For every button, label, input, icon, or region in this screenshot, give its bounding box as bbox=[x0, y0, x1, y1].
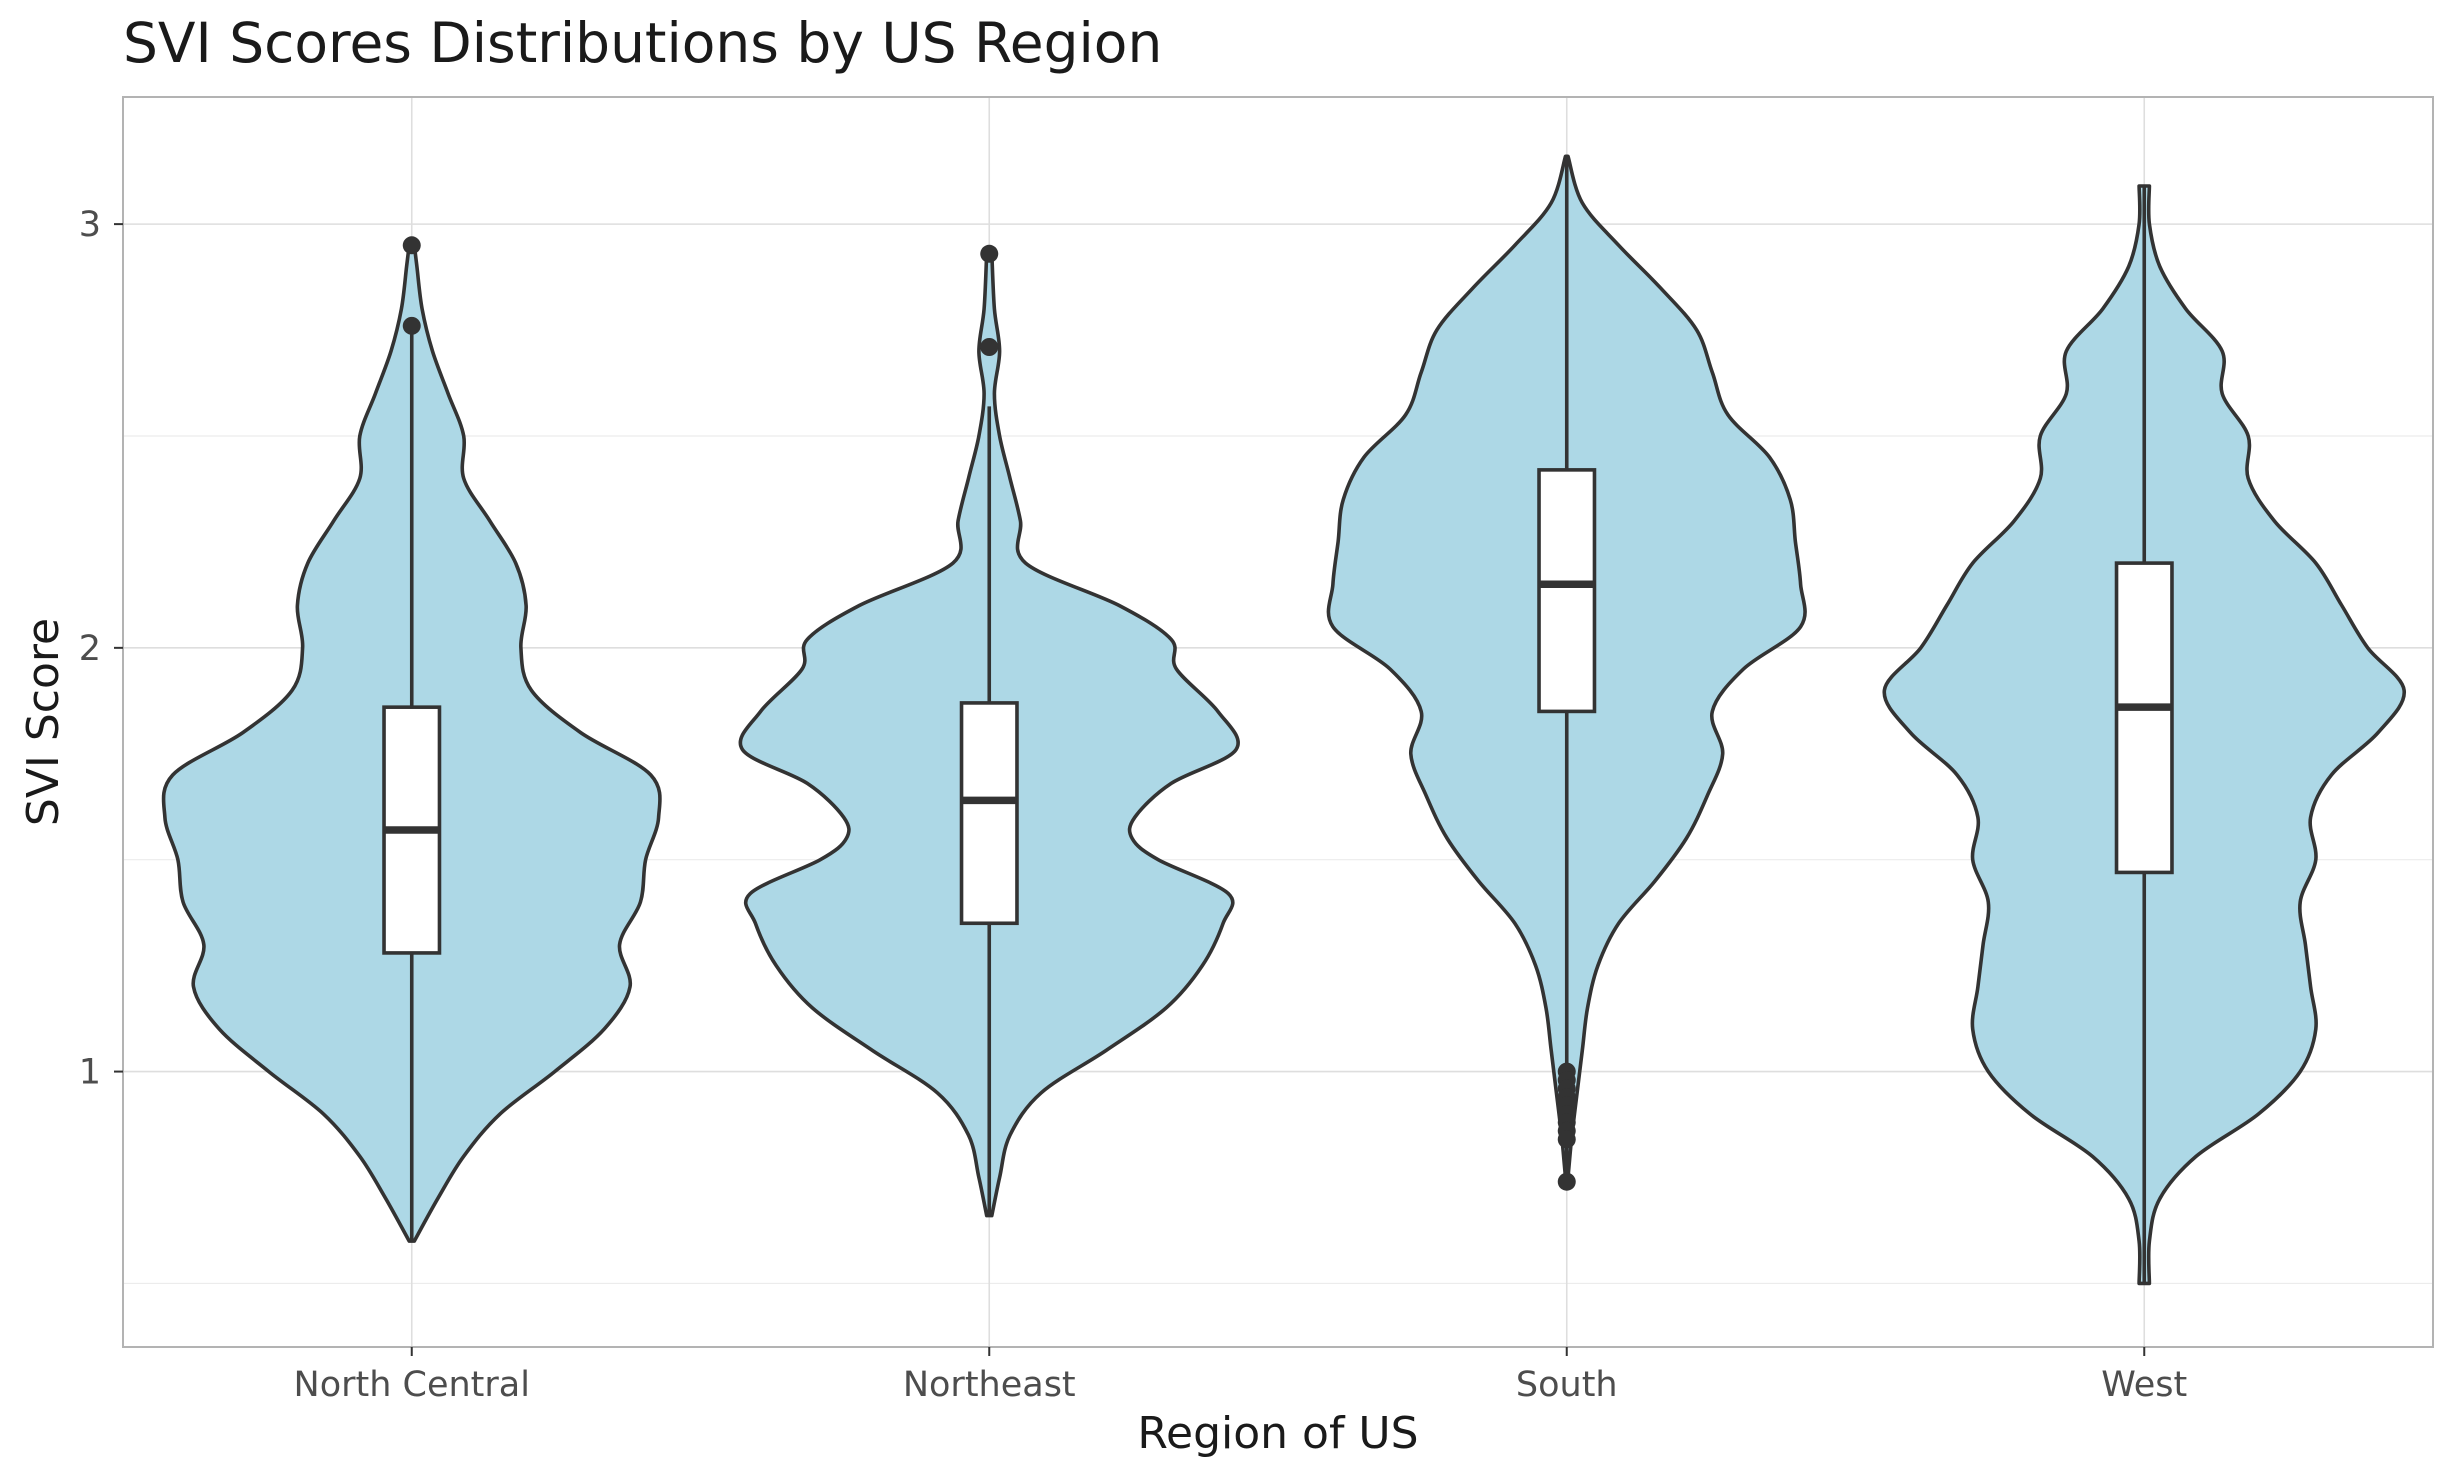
x-axis-ticks: North Central Northeast South West bbox=[294, 1347, 2187, 1405]
x-axis-title: Region of US bbox=[1137, 1408, 1418, 1459]
outlier-point bbox=[980, 244, 999, 263]
outlier-point bbox=[402, 316, 421, 335]
x-tick-label: Northeast bbox=[903, 1365, 1076, 1405]
x-tick-label: South bbox=[1516, 1365, 1618, 1405]
violin-layer bbox=[161, 154, 2406, 1286]
x-tick-label: North Central bbox=[294, 1365, 530, 1405]
y-tick-label: 3 bbox=[79, 205, 101, 245]
outlier-point bbox=[980, 338, 999, 356]
boxplot-box bbox=[2114, 561, 2174, 875]
y-axis-ticks: 1 2 3 bbox=[79, 205, 123, 1093]
boxplot-box bbox=[959, 701, 1019, 926]
x-tick-label: West bbox=[2101, 1365, 2187, 1405]
y-tick-label: 1 bbox=[79, 1053, 101, 1093]
panel-border bbox=[122, 96, 2434, 1348]
chart-title: SVI Scores Distributions by US Region bbox=[123, 11, 1162, 75]
outlier-layer bbox=[402, 236, 1576, 1191]
y-tick-label: 2 bbox=[79, 629, 101, 669]
outlier-point bbox=[402, 236, 421, 255]
outlier-point bbox=[1557, 1172, 1576, 1191]
boxplot-box bbox=[1537, 468, 1597, 714]
outlier-point bbox=[1557, 1130, 1576, 1149]
box-layer bbox=[382, 156, 2174, 1284]
y-axis-title: SVI Score bbox=[18, 618, 69, 826]
